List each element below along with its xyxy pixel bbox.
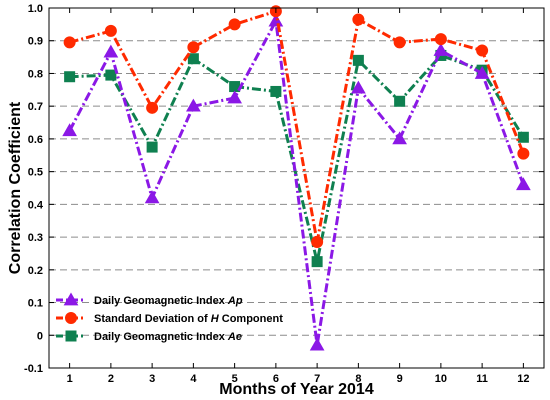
legend-marker <box>65 330 77 342</box>
data-point <box>516 177 531 191</box>
data-point <box>64 71 76 83</box>
legend-label: Daily Geomagnetic Index Ap <box>94 295 243 307</box>
legend-item: Standard Deviation of H Component <box>56 312 283 325</box>
data-point <box>433 43 449 56</box>
data-point <box>146 141 158 153</box>
y-tick-label: 0 <box>37 330 43 342</box>
data-point <box>146 101 159 114</box>
series-line <box>69 53 525 262</box>
y-tick-label: 1.0 <box>28 3 43 15</box>
x-axis-title: Months of Year 2014 <box>219 381 374 398</box>
data-point <box>351 80 366 94</box>
data-point <box>187 41 200 54</box>
legend-item: Daily Geomagnetic Index Ap <box>56 292 243 307</box>
data-point <box>104 24 117 37</box>
y-tick-label: 0.2 <box>28 265 43 277</box>
x-tick-label: 12 <box>517 373 529 385</box>
legend-item: Daily Geomagnetic Index Ae <box>56 330 242 343</box>
series-line <box>69 9 525 243</box>
data-point <box>62 123 77 137</box>
data-point <box>144 190 160 204</box>
y-tick-label: 0.1 <box>28 298 43 310</box>
x-tick-label: 2 <box>108 373 114 385</box>
data-point <box>105 69 117 81</box>
data-point <box>394 95 406 107</box>
data-point <box>476 44 489 57</box>
series-h <box>63 5 530 248</box>
x-tick-label: 4 <box>190 373 197 385</box>
data-point <box>227 90 242 104</box>
y-tick-label: 0.3 <box>28 232 43 244</box>
y-tick-label: 0.8 <box>28 68 43 80</box>
legend-label: Standard Deviation of H Component <box>94 313 283 325</box>
data-point <box>517 131 529 143</box>
grid-lines <box>49 40 544 336</box>
x-tick-label: 8 <box>355 373 361 385</box>
legend: Daily Geomagnetic Index Ap Standard Devia… <box>56 292 283 343</box>
data-point <box>228 18 241 31</box>
y-tick-label: 0.5 <box>28 167 43 179</box>
series-line <box>68 16 525 346</box>
y-tick-label: 0.9 <box>28 36 43 48</box>
data-point <box>187 53 199 65</box>
x-tick-label: 10 <box>435 373 447 385</box>
x-tick-label: 6 <box>273 373 279 385</box>
series-ae <box>64 49 529 268</box>
data-point <box>517 147 530 160</box>
legend-marker <box>65 312 77 324</box>
axis-ticks: -0.100.10.20.30.40.50.60.70.80.91.01 2 3 4 5… <box>24 3 544 385</box>
data-point <box>311 256 323 268</box>
data-point <box>352 13 365 26</box>
data-point <box>311 236 324 248</box>
data-point <box>393 36 406 49</box>
data-point <box>352 54 364 66</box>
y-tick-label: 0.4 <box>28 199 44 211</box>
series-ap <box>62 13 531 351</box>
y-tick-label: -0.1 <box>24 363 43 375</box>
data-point <box>392 131 407 145</box>
x-tick-label: 9 <box>397 373 403 385</box>
legend-marker <box>63 292 79 306</box>
data-point <box>103 44 119 58</box>
x-tick-label: 1 <box>67 373 73 385</box>
y-axis-title: Correlation Coefficient <box>7 101 24 274</box>
legend-label: Daily Geomagnetic Index Ae <box>94 331 242 343</box>
data-point <box>270 85 282 97</box>
x-tick-label: 7 <box>314 373 320 385</box>
x-tick-label: 3 <box>149 373 155 385</box>
plot-frame <box>48 7 545 369</box>
data-point <box>474 65 490 79</box>
data-point <box>434 33 447 46</box>
x-tick-label: 11 <box>476 373 488 385</box>
data-point <box>309 337 325 351</box>
series-layer <box>62 5 531 351</box>
y-tick-label: 0.6 <box>28 134 43 146</box>
data-point <box>63 36 76 49</box>
y-tick-label: 0.7 <box>28 101 43 113</box>
data-point <box>186 98 201 112</box>
x-tick-label: 5 <box>232 373 238 385</box>
